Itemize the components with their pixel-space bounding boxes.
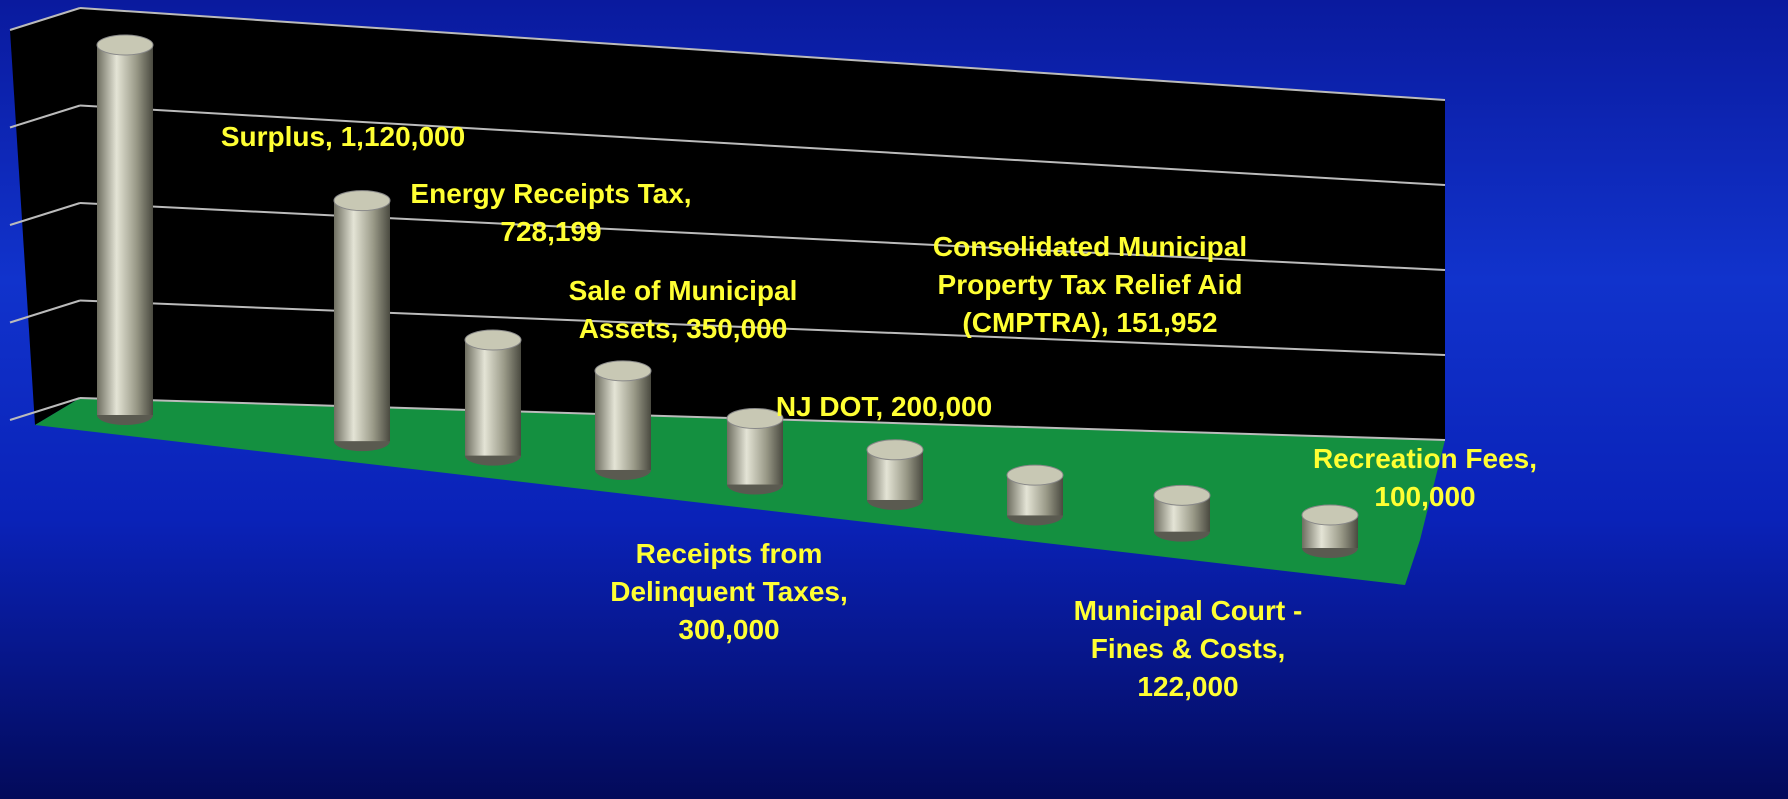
cylinder	[1153, 484, 1211, 542]
data-label: Receipts from Delinquent Taxes, 300,000	[610, 538, 848, 645]
cylinder	[333, 190, 391, 452]
data-label: Recreation Fees, 100,000	[1312, 443, 1538, 512]
cylinder	[1006, 464, 1064, 526]
grid-line	[9, 299, 81, 324]
cylinder	[96, 34, 154, 425]
cylinder-top	[1301, 504, 1359, 526]
cylinder	[866, 439, 924, 510]
cylinder-body	[97, 45, 153, 415]
cylinder-top	[726, 407, 784, 429]
cylinder-top	[464, 329, 522, 351]
side-wall	[10, 8, 80, 425]
cylinder	[1301, 504, 1359, 558]
data-label: NJ DOT, 200,000	[775, 391, 993, 422]
cylinder-top	[333, 190, 391, 212]
data-label: Consolidated Municipal Property Tax Reli…	[932, 231, 1248, 338]
data-label: Sale of Municipal Assets, 350,000	[568, 275, 798, 344]
grid-line	[9, 202, 81, 226]
cylinder-body	[334, 200, 390, 442]
cylinder-body	[595, 370, 651, 470]
grid-line	[9, 104, 81, 129]
cylinder-top	[96, 34, 154, 56]
data-label: Energy Receipts Tax, 728,199	[410, 178, 692, 247]
cylinder-body	[727, 418, 783, 485]
cylinder-top	[866, 439, 924, 461]
grid-line	[9, 397, 81, 421]
grid-line	[79, 7, 1446, 101]
grid-line	[79, 104, 1446, 186]
data-label: Surplus, 1,120,000	[220, 121, 466, 152]
cylinder	[726, 407, 784, 495]
cylinder-top	[594, 360, 652, 382]
cylinder-body	[465, 339, 521, 456]
cylinder-top	[1006, 464, 1064, 486]
cylinder-top	[1153, 484, 1211, 506]
grid-line	[9, 7, 81, 31]
grid-line	[79, 299, 1446, 356]
cylinder	[464, 329, 522, 466]
back-wall	[80, 8, 1445, 440]
grid-line	[79, 202, 1446, 271]
cylinder	[594, 360, 652, 480]
data-label: Municipal Court - Fines & Costs, 122,000	[1073, 595, 1303, 702]
